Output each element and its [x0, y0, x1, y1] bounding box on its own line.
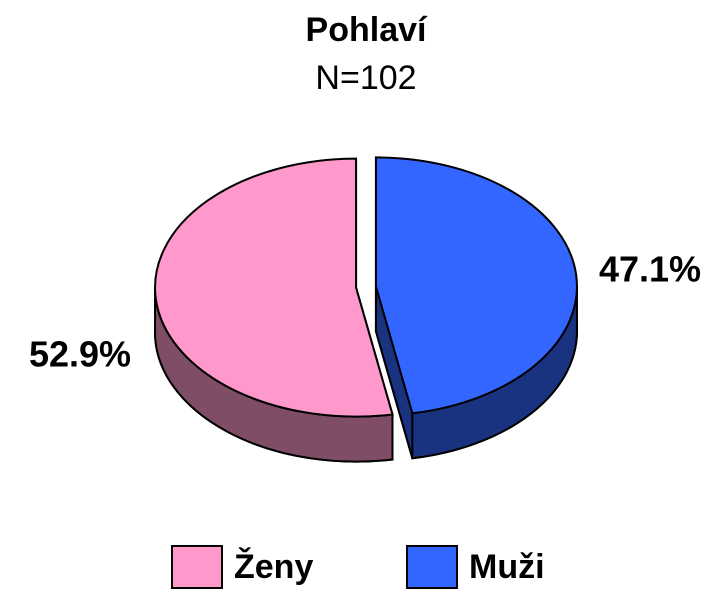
- slice: [154, 157, 394, 418]
- legend-swatch: [406, 545, 458, 589]
- value-label: 52.9%: [29, 334, 131, 375]
- chart-title: Pohlaví: [306, 11, 428, 49]
- legend-label: Ženy: [234, 548, 313, 586]
- value-label: 47.1%: [599, 249, 701, 290]
- legend-swatch: [171, 545, 223, 589]
- chart-subtitle: N=102: [315, 59, 416, 97]
- slice: [374, 156, 578, 415]
- legend-label: Muži: [469, 548, 545, 586]
